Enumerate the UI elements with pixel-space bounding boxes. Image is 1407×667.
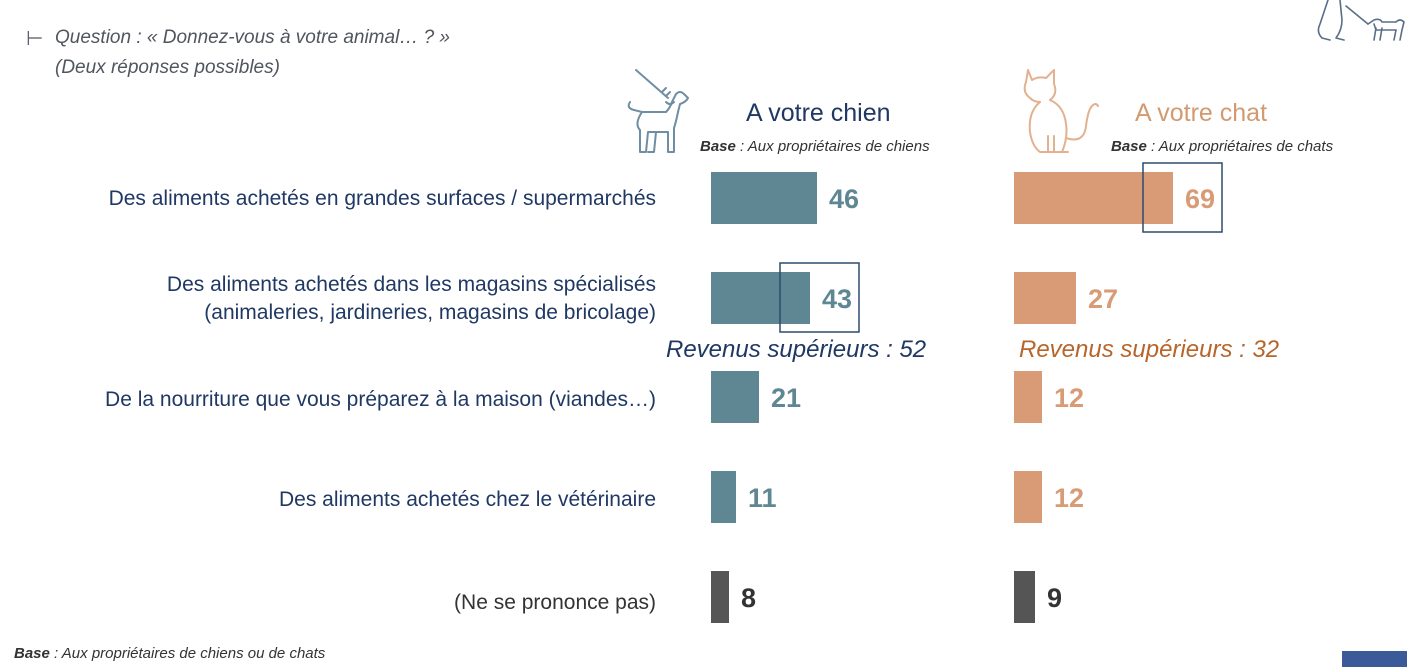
dog-value-label-0: 46 (829, 184, 859, 214)
cat-high-income-note: Revenus supérieurs : 32 (1019, 336, 1280, 363)
cat-base-note: Base : Aux propriétaires de chats (1111, 138, 1333, 155)
cat-base-label: Base (1111, 138, 1147, 155)
person-walking-dog-icon (1317, 0, 1405, 41)
category-label-line: De la nourriture que vous préparez à la … (105, 388, 656, 411)
dog-bar-2 (711, 371, 759, 423)
category-label-no-answer: (Ne se prononce pas) (454, 589, 656, 617)
category-label-veterinarian: Des aliments achetés chez le vétérinaire (279, 486, 656, 514)
question-marker: ⊢ (26, 26, 44, 50)
category-label-line: Des aliments achetés dans les magasins s… (166, 273, 656, 296)
sitting-cat-icon (1023, 69, 1099, 153)
footer-base-note: Base : Aux propriétaires de chiens ou de… (14, 645, 325, 662)
cat-value-label-1: 27 (1088, 284, 1118, 314)
dog-on-leash-icon (627, 69, 689, 153)
cat-value-label-2: 12 (1054, 383, 1084, 413)
cat-value-label-3: 12 (1054, 483, 1084, 513)
category-label-supermarket: Des aliments achetés en grandes surfaces… (109, 185, 656, 213)
dog-bar-1 (711, 272, 810, 324)
dog-value-label-3: 11 (748, 483, 777, 513)
category-label-line: (animaleries, jardineries, magasins de b… (204, 301, 656, 324)
cat-bar-2 (1014, 371, 1042, 423)
footer-base-label: Base (14, 645, 50, 662)
category-label-line: Des aliments achetés chez le vétérinaire (278, 488, 656, 511)
cat-value-label-4: 9 (1047, 583, 1062, 613)
cat-highlight-box (1142, 162, 1223, 233)
question-subtitle: (Deux réponses possibles) (55, 57, 280, 78)
dog-highlight-box (779, 262, 860, 333)
dog-value-label-4: 8 (741, 583, 756, 613)
category-label-line: (Ne se prononce pas) (454, 591, 656, 614)
dog-bar-0 (711, 172, 817, 224)
dog-base-label: Base (700, 138, 736, 155)
dog-column-title: A votre chien (746, 99, 891, 127)
category-label-line: Des aliments achetés en grandes surfaces… (108, 187, 656, 210)
cat-bar-3 (1014, 471, 1042, 523)
cat-base-text: : Aux propriétaires de chats (1146, 138, 1334, 155)
category-label-homemade: De la nourriture que vous préparez à la … (105, 386, 656, 414)
dog-base-note: Base : Aux propriétaires de chiens (700, 138, 930, 155)
dog-bar-4 (711, 571, 729, 623)
dog-value-label-2: 21 (771, 383, 801, 413)
cat-value-label-0: 69 (1185, 184, 1215, 214)
cat-bar-4 (1014, 571, 1035, 623)
dog-base-text: : Aux propriétaires de chiens (735, 138, 930, 155)
dog-bar-3 (711, 471, 736, 523)
cat-bar-0 (1014, 172, 1173, 224)
dog-high-income-note: Revenus supérieurs : 52 (666, 336, 927, 363)
footer-base-text: : Aux propriétaires de chiens ou de chat… (49, 645, 326, 662)
dog-value-label-1: 43 (822, 284, 852, 314)
cat-column-title: A votre chat (1135, 99, 1268, 127)
cat-bar-1 (1014, 272, 1076, 324)
question-text: Question : « Donnez-vous à votre animal…… (55, 27, 450, 48)
category-label-specialized-stores: Des aliments achetés dans les magasins s… (167, 271, 656, 327)
corner-logo (1342, 651, 1407, 667)
